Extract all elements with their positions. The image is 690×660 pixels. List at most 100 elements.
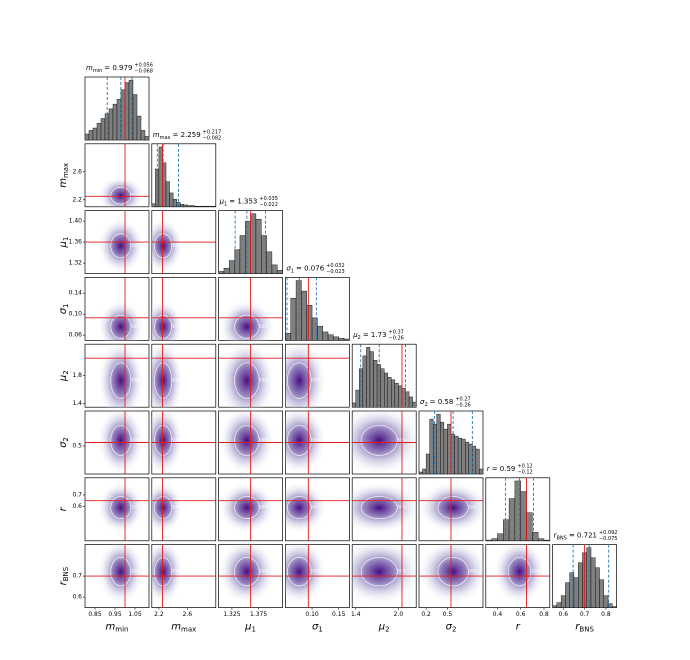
hist-bar: [165, 181, 170, 207]
x-axis-label: μ1: [244, 622, 256, 634]
hist-bar: [194, 205, 199, 207]
x-tick-label: 0.15: [332, 611, 346, 618]
contour: [287, 496, 312, 520]
panel-content: 50%: [352, 411, 417, 474]
density: [98, 176, 144, 207]
title-err-minus: −0.068: [134, 69, 153, 75]
title-subscript: max: [160, 134, 171, 140]
hist-bar: [398, 385, 403, 408]
hist-bar: [503, 519, 510, 541]
axis-symbol: σ: [312, 622, 319, 633]
y-axis-label: σ2: [58, 437, 70, 448]
hist-bar: [436, 413, 441, 474]
contour: [110, 362, 132, 399]
hist-bar: [92, 127, 98, 140]
y-tick-label: 2.6: [72, 168, 82, 175]
hist-bar: [391, 379, 396, 408]
contour: [507, 557, 532, 587]
panel-title: σ1 = 0.076: [286, 264, 324, 274]
hist-bar: [271, 264, 278, 274]
contour-label: 50%: [172, 569, 181, 574]
title-subscript: BNS: [556, 535, 566, 541]
hist-bar: [180, 204, 185, 207]
hist-bar: [322, 331, 329, 341]
title-value: = 1.353: [229, 198, 257, 206]
panel-content: [419, 411, 483, 474]
contour-label: 50%: [131, 193, 140, 198]
y-tick-label: 0.14: [69, 290, 83, 297]
x-axis-label: σ1: [312, 622, 323, 634]
contour: [287, 557, 312, 587]
panel-content: 50%: [485, 544, 550, 608]
title-err-minus: −0.26: [455, 403, 470, 409]
contour-label: 50%: [259, 569, 268, 574]
panel-content: 50%: [218, 544, 283, 608]
hist-bar: [327, 334, 334, 341]
hist-bar: [447, 423, 452, 474]
hist-bar: [475, 448, 480, 474]
title-subscript: 2: [358, 335, 361, 341]
title-subscript: 2: [424, 402, 427, 408]
density: [151, 344, 183, 408]
hist-bar: [573, 577, 579, 608]
x-tick-label: 1.325: [223, 611, 240, 618]
hist-bar: [144, 136, 149, 140]
axis-symbol: μ: [58, 375, 69, 382]
title-symbol: σ: [420, 398, 425, 406]
density: [151, 544, 183, 604]
density: [219, 544, 275, 604]
hist-bar: [85, 133, 90, 140]
hist-bar: [465, 441, 469, 474]
contour-label: 50%: [311, 569, 320, 574]
y-tick-label: 1.36: [69, 239, 83, 246]
hist-bar: [218, 271, 225, 274]
contour: [360, 496, 398, 520]
panel-content: [218, 210, 283, 274]
hist-bar: [537, 538, 545, 541]
panel-content: 50%: [151, 411, 216, 474]
contour-label: 50%: [311, 437, 320, 442]
title-value: = 0.721: [569, 532, 597, 540]
hist-bar: [457, 437, 462, 474]
contour: [360, 557, 398, 587]
panel-content: 50%: [151, 277, 216, 341]
contour: [154, 496, 173, 520]
x-axis-label: σ2: [446, 622, 457, 634]
hist-bar: [607, 603, 613, 608]
contour: [154, 425, 173, 456]
hist-bar: [408, 396, 413, 408]
axis-symbol: r: [58, 506, 69, 511]
hist-bar: [380, 368, 385, 408]
panel-content: 50%: [151, 210, 216, 274]
panel-content: [285, 277, 350, 341]
hist-bar: [333, 336, 339, 341]
axis-symbol: m: [106, 622, 116, 633]
hist-bar: [373, 359, 378, 408]
panel-content: 50%: [218, 477, 283, 541]
panel-content: 50%: [85, 411, 149, 474]
hist-bar: [343, 338, 350, 341]
hist-bar: [369, 351, 374, 408]
hist-bar: [132, 94, 138, 140]
x-tick-label: 0.10: [305, 611, 319, 618]
hist-bar: [394, 383, 399, 408]
hist-bar: [204, 205, 209, 207]
hist-bar: [151, 203, 156, 207]
hist-bar: [387, 377, 392, 408]
y-axis-label: μ2: [58, 370, 70, 382]
contour: [234, 362, 260, 399]
hist-bar: [245, 221, 251, 274]
hist-bar: [158, 146, 163, 207]
panel-content: 50%: [285, 544, 350, 608]
title-symbol: m: [153, 131, 160, 139]
hist-bar: [543, 539, 550, 541]
contour: [110, 496, 132, 520]
panel-content: [485, 477, 550, 541]
title-symbol: r: [554, 532, 558, 540]
axis-subscript: 1: [252, 626, 256, 634]
panel-content: [151, 143, 216, 207]
density: [151, 218, 183, 273]
panel-content: [352, 344, 417, 408]
axis-subscript: 1: [62, 303, 70, 307]
